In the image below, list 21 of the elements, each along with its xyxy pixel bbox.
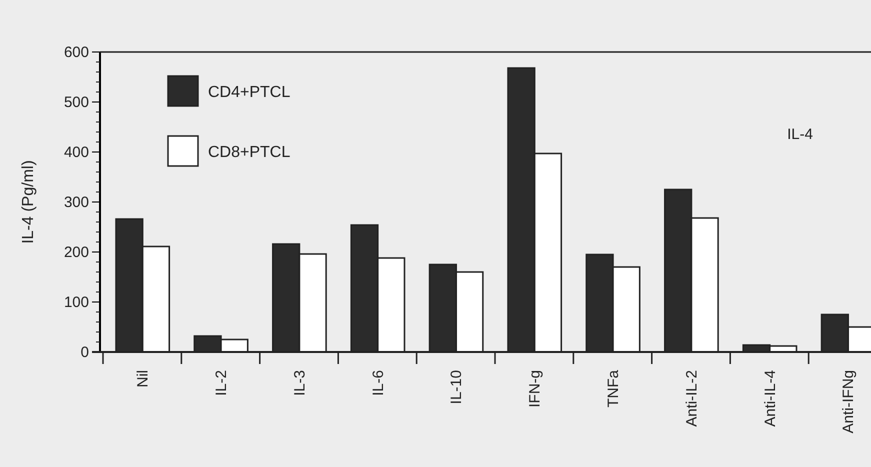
y-tick-label: 600: [64, 44, 89, 61]
x-tick-label: TNFa: [605, 369, 622, 408]
x-tick-label: Anti-IL-4: [762, 370, 779, 427]
legend-label: CD8+PTCL: [208, 144, 290, 161]
x-tick-label: IL-10: [448, 370, 466, 404]
y-tick-label: 100: [64, 294, 89, 311]
y-axis-title: IL-4 (Pg/ml): [20, 160, 37, 244]
x-tick-label: IL-3: [291, 370, 308, 396]
y-tick-label: 400: [64, 144, 89, 161]
y-tick-label: 200: [64, 244, 89, 261]
y-tick-label: 0: [80, 344, 89, 361]
x-tick-label: Nil: [134, 370, 152, 388]
y-tick-label: 500: [64, 94, 89, 111]
x-tick-label: IFN-g: [526, 370, 544, 408]
x-tick-label: IL-2: [213, 370, 230, 396]
x-tick-label: IL-6: [370, 370, 387, 396]
x-tick-label: Anti-IFNg: [840, 370, 858, 434]
annotation: IL-4: [787, 126, 813, 143]
legend-label: CD4+PTCL: [208, 84, 290, 101]
x-tick-label: Anti-IL-2: [683, 370, 700, 427]
y-tick-label: 300: [64, 194, 89, 211]
